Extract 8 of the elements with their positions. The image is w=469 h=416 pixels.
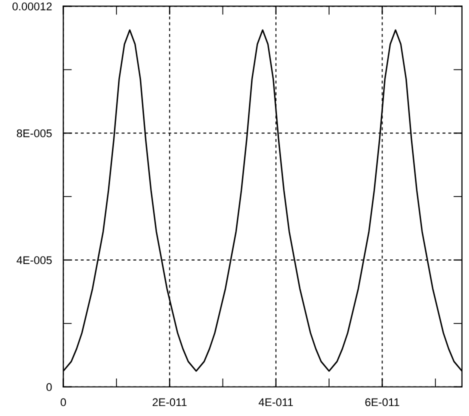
- y-tick-label: 8E-005: [16, 129, 52, 138]
- y-tick-label: 4E-005: [16, 256, 52, 264]
- x-tick-label: 6E-011: [365, 398, 400, 406]
- y-tick-label: 0: [46, 383, 52, 392]
- y-tick-label: 0.00012: [12, 2, 52, 10]
- x-tick-label: 0: [60, 398, 66, 406]
- x-tick-label: 4E-011: [258, 398, 293, 406]
- x-tick-label: 2E-011: [152, 398, 187, 406]
